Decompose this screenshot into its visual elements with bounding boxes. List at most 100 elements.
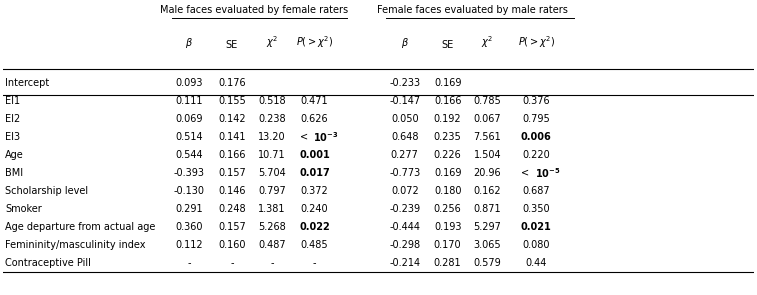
Text: $P(>\chi^2)$: $P(>\chi^2)$ <box>296 34 333 50</box>
Text: $\it{\beta}$: $\it{\beta}$ <box>185 36 193 50</box>
Text: -: - <box>188 258 191 268</box>
Text: 0.240: 0.240 <box>301 204 329 214</box>
Text: 0.176: 0.176 <box>218 78 246 88</box>
Text: 0.050: 0.050 <box>391 114 419 124</box>
Text: -0.147: -0.147 <box>389 96 420 106</box>
Text: 0.193: 0.193 <box>434 222 461 232</box>
Text: 0.160: 0.160 <box>218 240 246 250</box>
Text: -0.130: -0.130 <box>173 186 204 196</box>
Text: 0.360: 0.360 <box>176 222 203 232</box>
Text: 0.785: 0.785 <box>474 96 501 106</box>
Text: $\chi^2$: $\chi^2$ <box>266 34 278 50</box>
Text: 0.350: 0.350 <box>522 204 550 214</box>
Text: 0.017: 0.017 <box>299 168 330 178</box>
Text: 0.180: 0.180 <box>434 186 461 196</box>
Text: 1.504: 1.504 <box>474 150 501 160</box>
Text: 1.381: 1.381 <box>258 204 285 214</box>
Text: 13.20: 13.20 <box>258 132 285 142</box>
Text: -0.393: -0.393 <box>173 168 204 178</box>
Text: 0.166: 0.166 <box>434 96 461 106</box>
Text: 0.514: 0.514 <box>176 132 203 142</box>
Text: 0.291: 0.291 <box>176 204 203 214</box>
Text: 7.561: 7.561 <box>474 132 501 142</box>
Text: 0.281: 0.281 <box>434 258 462 268</box>
Text: 0.518: 0.518 <box>258 96 285 106</box>
Text: Contraceptive Pill: Contraceptive Pill <box>5 258 91 268</box>
Text: 0.022: 0.022 <box>299 222 330 232</box>
Text: Femininity/masculinity index: Femininity/masculinity index <box>5 240 145 250</box>
Text: 0.238: 0.238 <box>258 114 285 124</box>
Text: 0.166: 0.166 <box>218 150 246 160</box>
Text: 0.112: 0.112 <box>176 240 203 250</box>
Text: 0.226: 0.226 <box>434 150 462 160</box>
Text: Smoker: Smoker <box>5 204 42 214</box>
Text: 0.277: 0.277 <box>391 150 419 160</box>
Text: 0.157: 0.157 <box>218 222 246 232</box>
Text: $\chi^2$: $\chi^2$ <box>481 34 494 50</box>
Text: 0.157: 0.157 <box>218 168 246 178</box>
Text: 0.44: 0.44 <box>525 258 547 268</box>
Text: 5.297: 5.297 <box>474 222 501 232</box>
Text: 0.248: 0.248 <box>218 204 246 214</box>
Text: 0.141: 0.141 <box>218 132 246 142</box>
Text: -0.298: -0.298 <box>389 240 420 250</box>
Text: <: < <box>522 168 532 178</box>
Text: 0.146: 0.146 <box>218 186 246 196</box>
Text: 0.487: 0.487 <box>258 240 285 250</box>
Text: 0.871: 0.871 <box>474 204 501 214</box>
Text: 0.376: 0.376 <box>522 96 550 106</box>
Text: 5.268: 5.268 <box>258 222 285 232</box>
Text: 0.169: 0.169 <box>434 78 461 88</box>
Text: 0.080: 0.080 <box>522 240 550 250</box>
Text: <: < <box>300 132 311 142</box>
Text: 0.170: 0.170 <box>434 240 462 250</box>
Text: SE: SE <box>441 40 453 50</box>
Text: 0.687: 0.687 <box>522 186 550 196</box>
Text: 0.626: 0.626 <box>301 114 329 124</box>
Text: 0.162: 0.162 <box>474 186 501 196</box>
Text: 0.155: 0.155 <box>218 96 246 106</box>
Text: 0.069: 0.069 <box>176 114 203 124</box>
Text: BMI: BMI <box>5 168 23 178</box>
Text: 0.111: 0.111 <box>176 96 203 106</box>
Text: 0.372: 0.372 <box>301 186 329 196</box>
Text: $P(>\chi^2)$: $P(>\chi^2)$ <box>518 34 555 50</box>
Text: Female faces evaluated by male raters: Female faces evaluated by male raters <box>377 5 568 15</box>
Text: SE: SE <box>226 40 238 50</box>
Text: 0.795: 0.795 <box>522 114 550 124</box>
Text: -: - <box>270 258 273 268</box>
Text: 0.093: 0.093 <box>176 78 203 88</box>
Text: 0.544: 0.544 <box>176 150 203 160</box>
Text: -0.239: -0.239 <box>389 204 420 214</box>
Text: 0.648: 0.648 <box>391 132 419 142</box>
Text: 0.256: 0.256 <box>434 204 462 214</box>
Text: -0.773: -0.773 <box>389 168 420 178</box>
Text: 0.006: 0.006 <box>521 132 552 142</box>
Text: 0.021: 0.021 <box>521 222 552 232</box>
Text: -: - <box>313 258 316 268</box>
Text: $\it{\beta}$: $\it{\beta}$ <box>401 36 409 50</box>
Text: Age: Age <box>5 150 23 160</box>
Text: 0.235: 0.235 <box>434 132 462 142</box>
Text: -: - <box>230 258 234 268</box>
Text: 0.169: 0.169 <box>434 168 461 178</box>
Text: 10.71: 10.71 <box>258 150 285 160</box>
Text: -0.233: -0.233 <box>389 78 420 88</box>
Text: Male faces evaluated by female raters: Male faces evaluated by female raters <box>160 5 348 15</box>
Text: $\mathbf{10^{-5}}$: $\mathbf{10^{-5}}$ <box>534 166 560 180</box>
Text: 0.067: 0.067 <box>474 114 501 124</box>
Text: $\mathbf{10^{-3}}$: $\mathbf{10^{-3}}$ <box>313 130 338 144</box>
Text: 0.471: 0.471 <box>301 96 329 106</box>
Text: 0.797: 0.797 <box>258 186 285 196</box>
Text: 3.065: 3.065 <box>474 240 501 250</box>
Text: 0.072: 0.072 <box>391 186 419 196</box>
Text: 0.220: 0.220 <box>522 150 550 160</box>
Text: EI3: EI3 <box>5 132 20 142</box>
Text: -0.444: -0.444 <box>389 222 420 232</box>
Text: EI1: EI1 <box>5 96 20 106</box>
Text: Scholarship level: Scholarship level <box>5 186 88 196</box>
Text: 0.192: 0.192 <box>434 114 462 124</box>
Text: 0.579: 0.579 <box>474 258 501 268</box>
Text: EI2: EI2 <box>5 114 20 124</box>
Text: Age departure from actual age: Age departure from actual age <box>5 222 155 232</box>
